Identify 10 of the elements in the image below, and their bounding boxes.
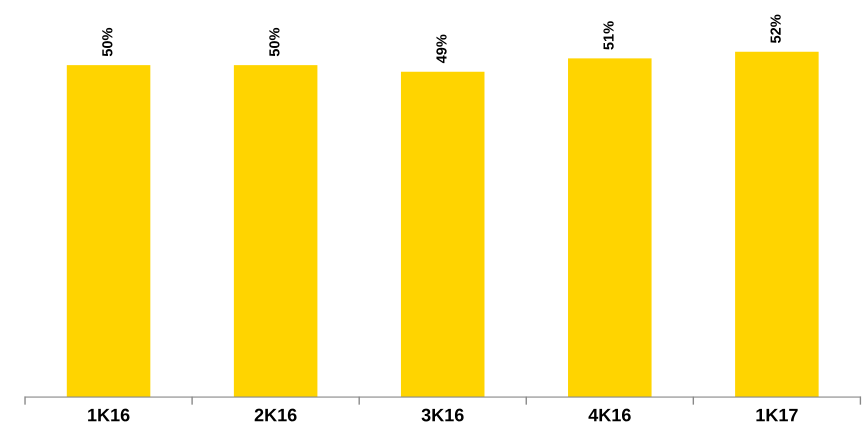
x-tick-label: 3K16 xyxy=(422,408,464,422)
data-label: 51% xyxy=(603,21,614,50)
x-tick-label: 1K17 xyxy=(756,408,798,422)
x-tick-label: 2K16 xyxy=(254,408,297,422)
data-label: 50% xyxy=(102,28,112,56)
data-label: 49% xyxy=(436,34,447,64)
x-tick-label: 4K16 xyxy=(588,408,631,422)
x-tick-label: 1K16 xyxy=(88,408,130,422)
data-label: 50% xyxy=(269,28,280,56)
data-label: 52% xyxy=(770,14,781,44)
